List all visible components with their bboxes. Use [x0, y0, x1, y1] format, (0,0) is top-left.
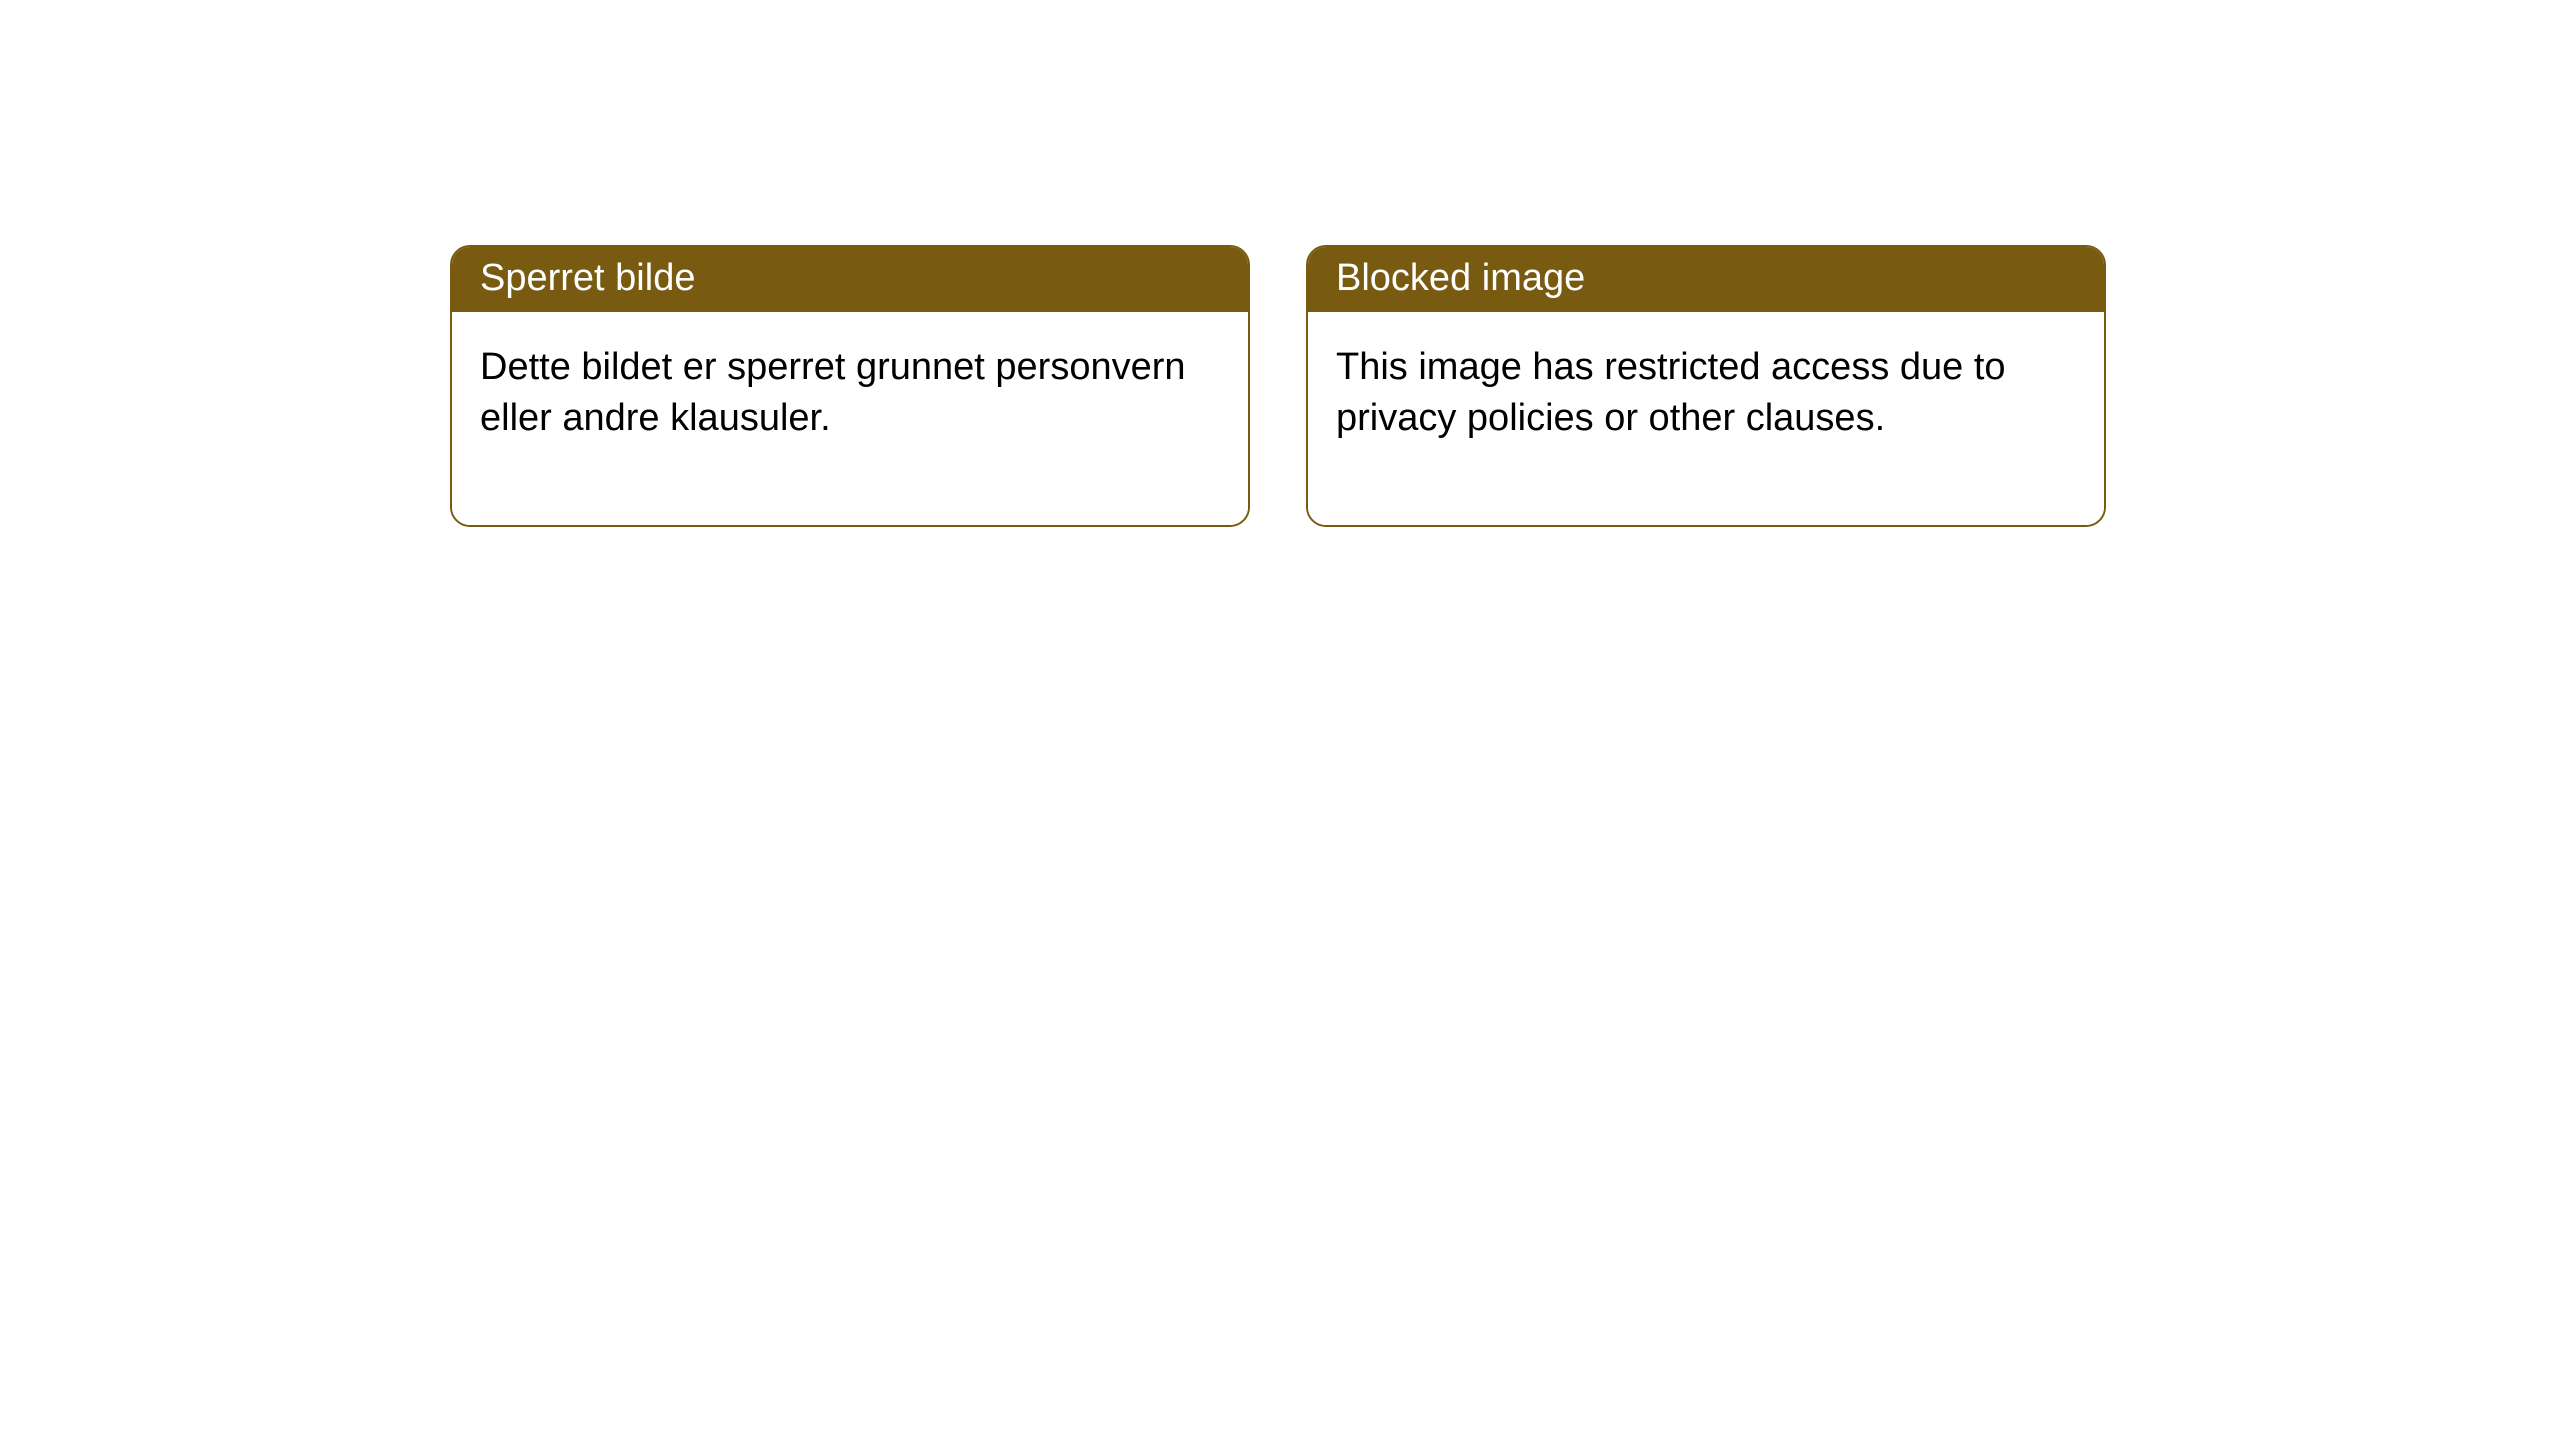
notice-card-body: This image has restricted access due to …: [1308, 312, 2104, 525]
notice-cards-container: Sperret bilde Dette bildet er sperret gr…: [0, 0, 2560, 527]
notice-card-english: Blocked image This image has restricted …: [1306, 245, 2106, 527]
notice-card-header: Blocked image: [1308, 247, 2104, 312]
notice-card-title: Sperret bilde: [480, 257, 695, 299]
notice-card-header: Sperret bilde: [452, 247, 1248, 312]
notice-card-body: Dette bildet er sperret grunnet personve…: [452, 312, 1248, 525]
notice-card-norwegian: Sperret bilde Dette bildet er sperret gr…: [450, 245, 1250, 527]
notice-card-title: Blocked image: [1336, 257, 1585, 299]
notice-card-text: This image has restricted access due to …: [1336, 346, 2006, 439]
notice-card-text: Dette bildet er sperret grunnet personve…: [480, 346, 1186, 439]
